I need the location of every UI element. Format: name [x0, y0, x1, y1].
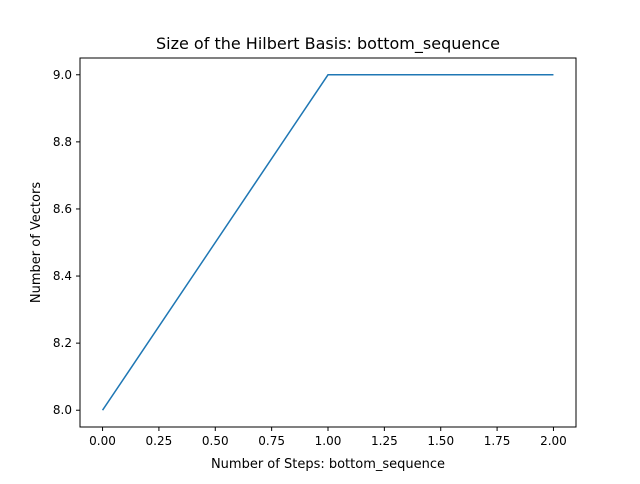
x-tick-label: 0.25: [146, 434, 173, 448]
plot-area: [101, 74, 554, 411]
x-tick-label: 0.75: [258, 434, 285, 448]
y-tick-label: 8.0: [53, 403, 72, 417]
y-tick-label: 8.2: [53, 336, 72, 350]
plot-frame: [79, 57, 577, 428]
y-axis-ticks: 8.0 8.2 8.4 8.6 8.8 9.0: [53, 68, 80, 417]
x-tick-label: 0.00: [89, 434, 116, 448]
x-tick-label: 1.50: [427, 434, 454, 448]
y-tick-label: 8.8: [53, 135, 72, 149]
x-axis-ticks: 0.00 0.25 0.50 0.75 1.00 1.25 1.50 1.75 2.00: [89, 427, 567, 448]
y-tick-label: 9.0: [53, 68, 72, 82]
series-line-0: [101, 74, 554, 411]
y-axis-label: Number of Vectors: [29, 182, 44, 303]
y-tick-label: 8.4: [53, 269, 72, 283]
y-tick-label: 8.6: [53, 202, 72, 216]
x-axis-label: Number of Steps: bottom_sequence: [211, 457, 445, 472]
x-tick-label: 0.50: [202, 434, 229, 448]
x-tick-label: 2.00: [540, 434, 567, 448]
x-tick-label: 1.25: [371, 434, 398, 448]
x-tick-label: 1.00: [315, 434, 342, 448]
x-tick-label: 1.75: [484, 434, 511, 448]
chart-title: Size of the Hilbert Basis: bottom_sequen…: [156, 34, 500, 54]
